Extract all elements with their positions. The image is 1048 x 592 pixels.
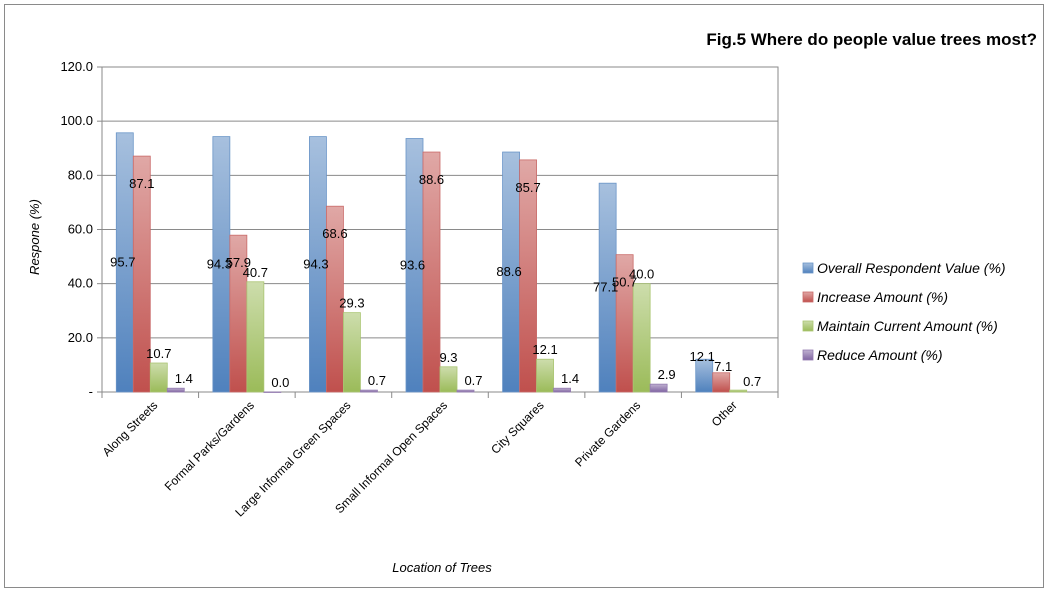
data-label: 85.7 <box>515 180 540 195</box>
data-label: 50.7 <box>612 275 637 290</box>
data-label: 12.1 <box>532 342 557 357</box>
data-label: 9.3 <box>439 350 457 365</box>
bar-3 <box>246 281 265 393</box>
data-label: 57.9 <box>226 255 251 270</box>
data-label: 94.3 <box>303 256 328 271</box>
bar-4 <box>649 383 668 393</box>
data-label: 12.1 <box>690 349 715 364</box>
data-label: 0.0 <box>271 375 289 390</box>
y-tick-label: 40.0 <box>68 276 93 291</box>
y-tick-label: 100.0 <box>60 113 93 128</box>
bar-4 <box>166 387 185 393</box>
bar-2 <box>422 151 441 393</box>
y-tick-labels: - 20.0 40.0 60.0 80.0 100.0 120.0 <box>60 59 93 399</box>
bar-2 <box>519 159 537 393</box>
legend-swatch <box>802 349 814 361</box>
data-label: 87.1 <box>129 176 154 191</box>
x-tick-label: Large Informal Green Spaces <box>232 398 353 519</box>
x-tick-label: Small Informal Open Spaces <box>332 398 450 516</box>
bar-3 <box>632 283 651 393</box>
data-label: 0.7 <box>368 373 386 388</box>
data-label: 88.6 <box>419 172 444 187</box>
x-tick-label: City Squares <box>488 398 546 456</box>
y-tick-label: 60.0 <box>68 222 93 237</box>
bar-3 <box>729 389 748 393</box>
data-label: 40.0 <box>629 267 654 282</box>
bar-3 <box>343 312 361 393</box>
data-label: 94.3 <box>207 256 232 271</box>
data-label: 95.7 <box>110 254 135 269</box>
y-tick-label: 80.0 <box>68 167 93 182</box>
bar-3 <box>439 366 458 393</box>
x-tick-label: Formal Parks/Gardens <box>162 398 257 493</box>
data-label: 1.4 <box>175 371 193 386</box>
y-tick-label: - <box>89 384 93 399</box>
data-label: 1.4 <box>561 371 579 386</box>
data-label: 0.7 <box>464 373 482 388</box>
bar-3 <box>536 358 554 393</box>
data-label: 93.6 <box>400 257 425 272</box>
data-label: 77.1 <box>593 280 618 295</box>
data-label: 2.9 <box>658 367 676 382</box>
legend-entry: Maintain Current Amount (%) <box>817 318 998 334</box>
chart-title: Fig.5 Where do people value trees most? <box>706 30 1037 49</box>
bar-2 <box>132 155 151 393</box>
bar-2 <box>712 372 731 393</box>
y-tick-label: 120.0 <box>60 59 93 74</box>
bar-3 <box>149 362 168 393</box>
y-tick-label: 20.0 <box>68 330 93 345</box>
data-label: 29.3 <box>339 296 364 311</box>
legend-swatch <box>802 320 814 332</box>
legend: Overall Respondent Value (%) Increase Amo… <box>802 260 1006 363</box>
bar-4 <box>360 389 378 393</box>
data-label: 10.7 <box>146 346 171 361</box>
data-labels: 95.7 94.3 94.3 93.6 88.6 77.1 12.1 87.1 57.9 68.6… <box>110 172 761 390</box>
x-tick-label: Along Streets <box>100 398 161 459</box>
data-label: 68.6 <box>322 226 347 241</box>
bars <box>115 132 748 393</box>
legend-entry: Increase Amount (%) <box>817 289 948 305</box>
data-label: 7.1 <box>714 359 732 374</box>
x-tick-label: Private Gardens <box>572 398 643 469</box>
data-label: 88.6 <box>496 264 521 279</box>
legend-entry: Overall Respondent Value (%) <box>817 260 1006 276</box>
bar-chart: Fig.5 Where do people value trees most? … <box>27 30 1037 575</box>
bar-4 <box>456 389 475 393</box>
legend-swatch <box>802 291 814 303</box>
data-label: 0.7 <box>743 374 761 389</box>
legend-entry: Reduce Amount (%) <box>817 347 943 363</box>
y-axis-label: Respone (%) <box>27 199 42 275</box>
chart-frame: Fig.5 Where do people value trees most? … <box>4 4 1044 588</box>
x-tick-label: Other <box>709 398 740 429</box>
x-axis-label: Location of Trees <box>392 560 492 575</box>
bar-2 <box>326 205 344 393</box>
data-label: 40.7 <box>243 265 268 280</box>
bar-4 <box>553 387 571 393</box>
bar-4 <box>263 391 282 393</box>
legend-swatch <box>802 262 814 274</box>
